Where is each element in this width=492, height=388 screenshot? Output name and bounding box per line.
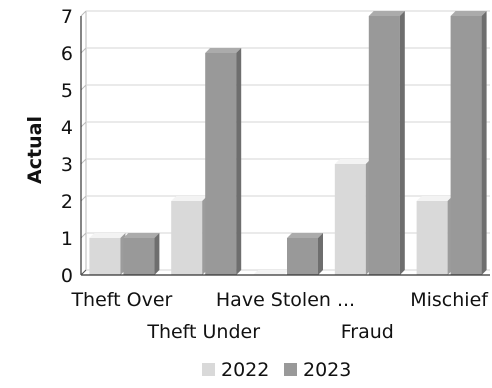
y-tick-label: 2 — [61, 191, 73, 213]
gridline-diag — [80, 195, 87, 202]
gridline-diag — [80, 84, 87, 91]
y-tick-label: 5 — [61, 80, 73, 102]
legend: 2022 2023 — [202, 359, 351, 381]
y-axis-title: Actual — [24, 116, 46, 184]
x-tick-label: Mischief — [410, 289, 489, 311]
y-tick-label: 4 — [61, 117, 73, 139]
axes — [80, 16, 490, 276]
x-tick-label: Theft Under — [146, 321, 260, 343]
x-axis-labels: Theft Over Theft Under Have Stolen ... Frau… — [70, 289, 489, 343]
bar — [205, 48, 242, 275]
y-tick-label: 7 — [61, 6, 73, 28]
bar — [334, 159, 371, 275]
x-tick-label: Have Stolen ... — [216, 289, 355, 311]
bar — [171, 196, 208, 275]
x-tick-label: Fraud — [341, 321, 394, 343]
bars — [89, 11, 487, 276]
bar — [450, 11, 487, 275]
gridline-diag — [80, 121, 87, 128]
bar — [287, 233, 323, 275]
legend-swatch — [202, 363, 215, 376]
legend-label: 2023 — [303, 359, 351, 381]
y-tick-label: 1 — [61, 228, 73, 250]
legend-swatch — [284, 363, 297, 376]
legend-label: 2022 — [221, 359, 269, 381]
bar — [123, 233, 160, 275]
y-tick-label: 3 — [61, 154, 73, 176]
bar — [368, 11, 405, 275]
gridline-diag — [80, 10, 87, 17]
bar — [416, 196, 453, 275]
y-tick-label: 0 — [61, 265, 73, 287]
y-axis-ticks: 0 1 2 3 4 5 6 7 — [61, 6, 73, 287]
floor-edge — [80, 269, 87, 276]
y-tick-label: 6 — [61, 43, 73, 65]
gridline-diag — [80, 232, 87, 239]
gridline-diag — [80, 158, 87, 165]
x-tick-label: Theft Over — [70, 289, 172, 311]
gridline-diag — [80, 47, 87, 54]
bar — [89, 233, 126, 275]
